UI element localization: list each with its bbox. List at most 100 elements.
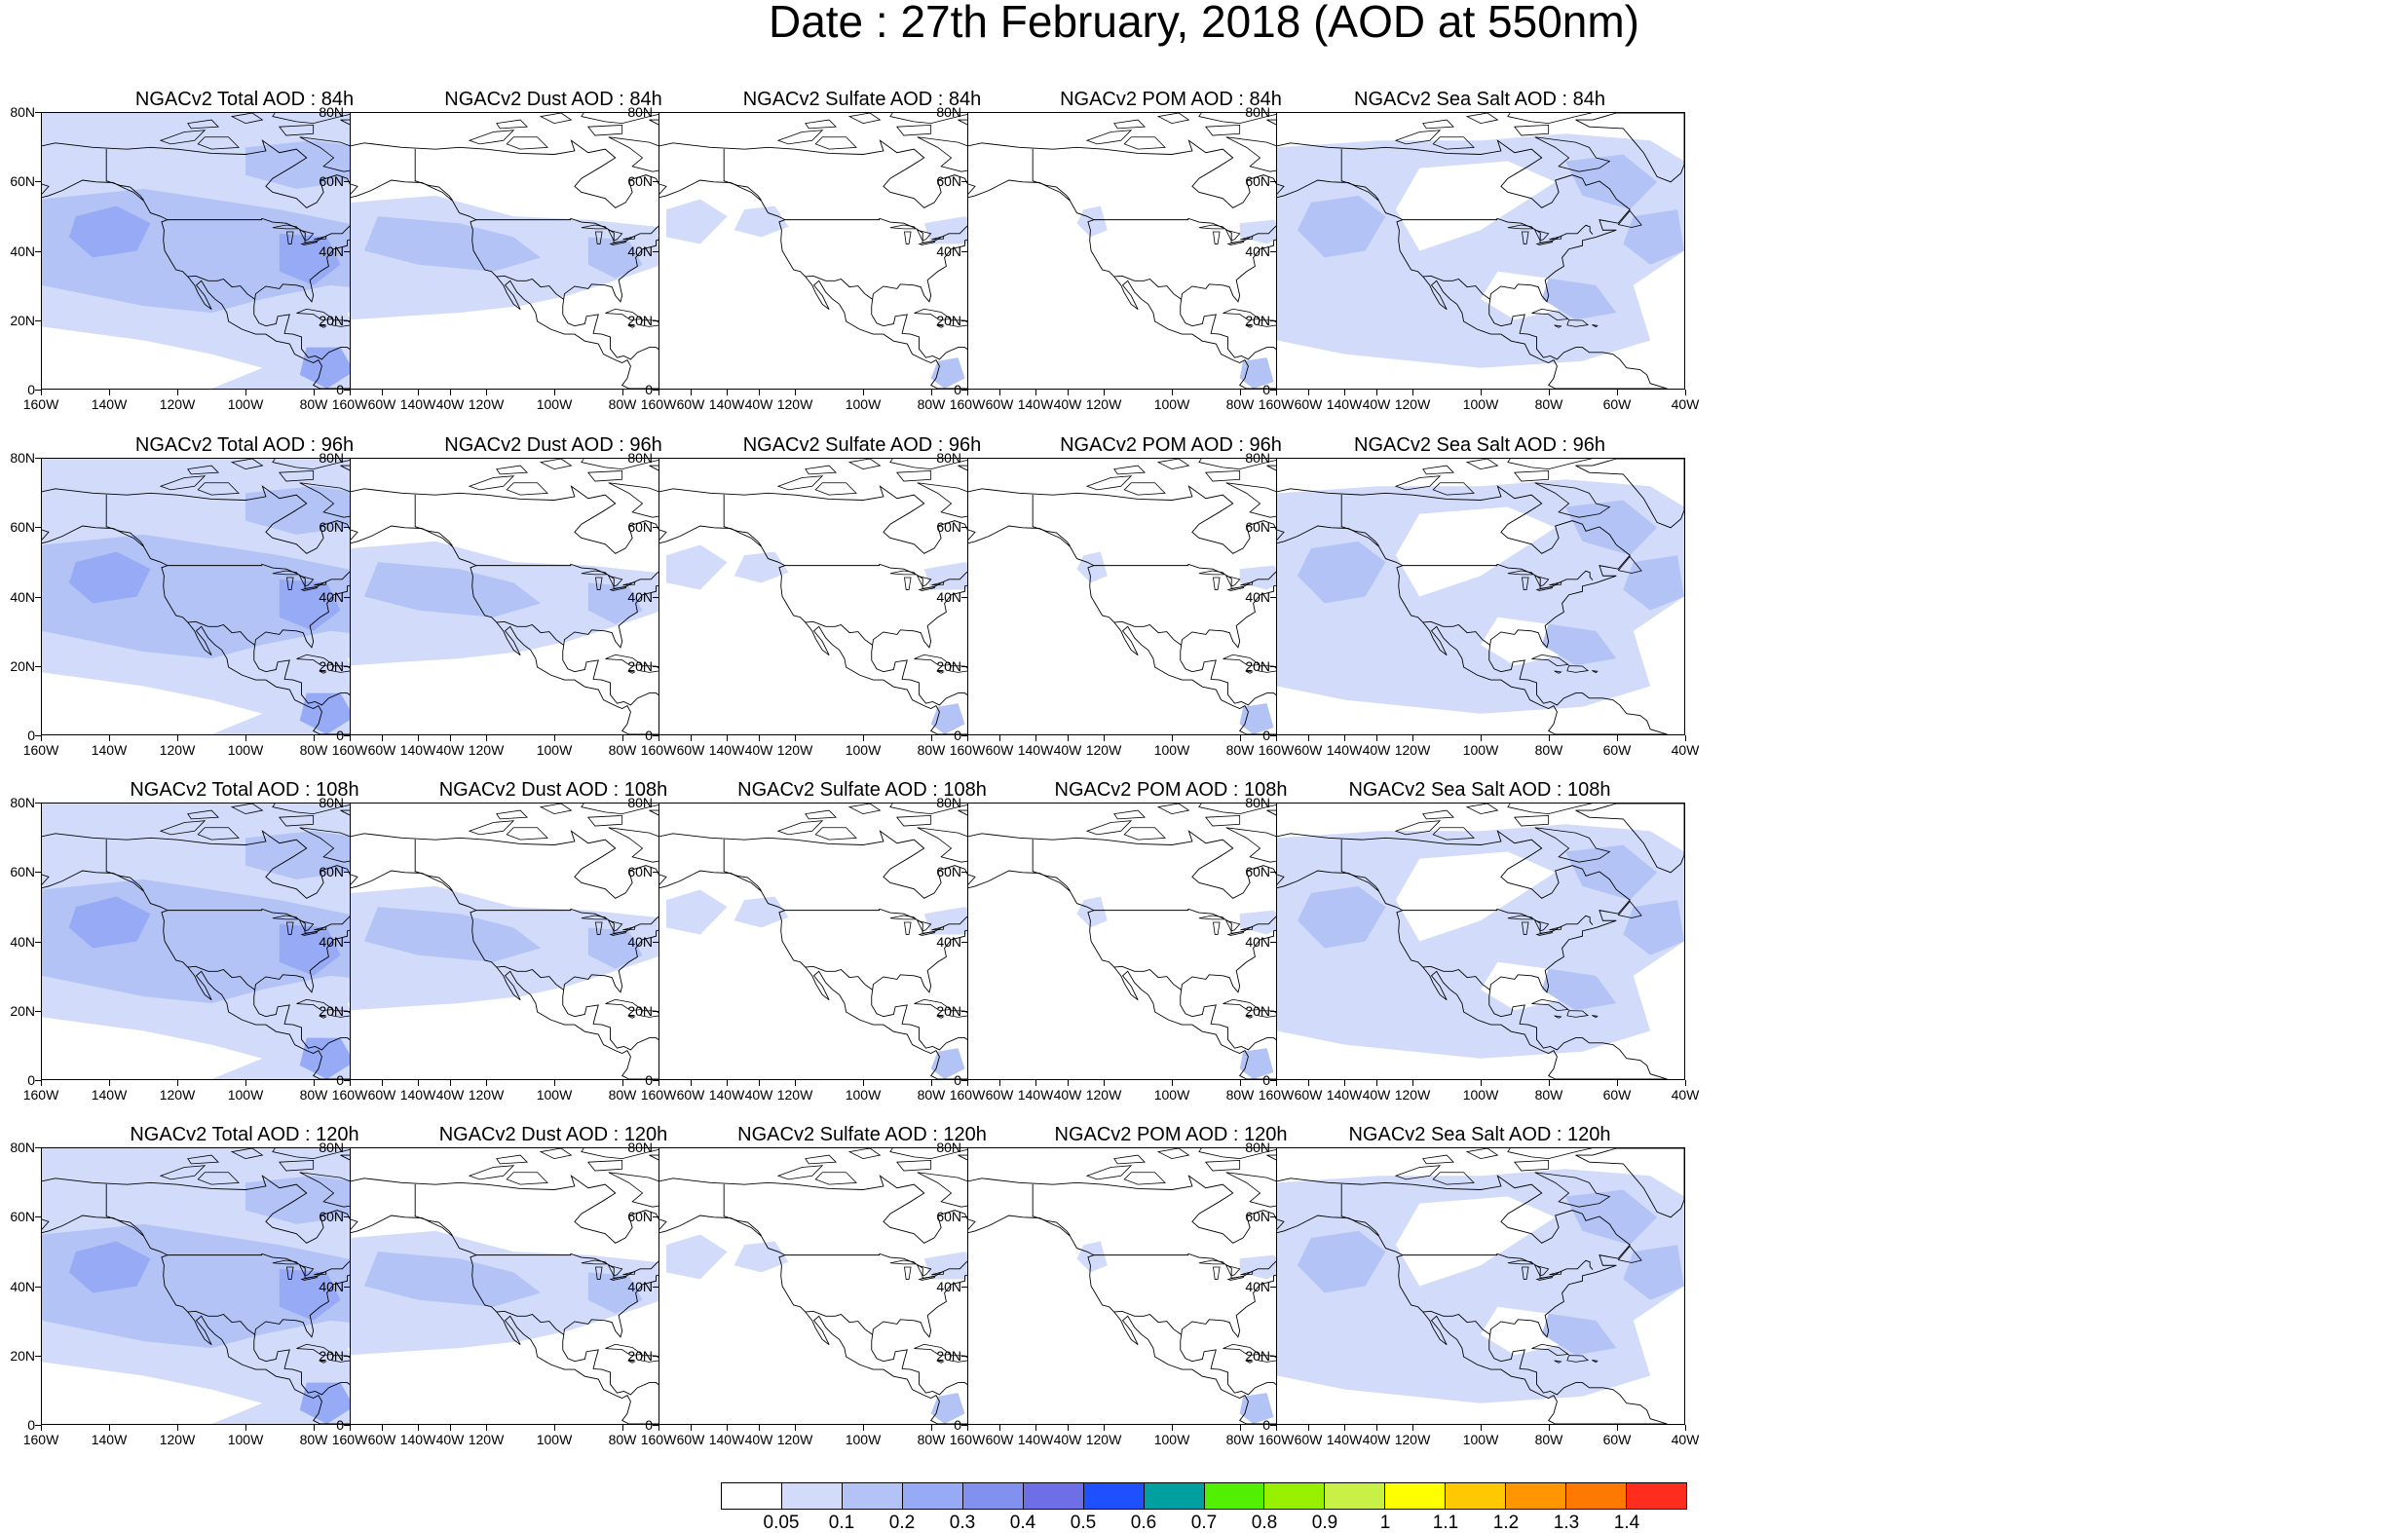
- coastline-island: [1465, 113, 1499, 125]
- longitude-tick-label: 40W: [1053, 1432, 1082, 1447]
- coastline-island: [847, 804, 882, 815]
- coastline-island: [539, 804, 573, 815]
- border-us-canada: [784, 1253, 881, 1256]
- latitude-tick: [344, 1286, 350, 1288]
- longitude-tick: [350, 1425, 351, 1431]
- longitude-tick: [314, 735, 315, 741]
- longitude-tick: [1685, 1080, 1686, 1086]
- coastline-island: [1507, 459, 1593, 470]
- longitude-tick-label: 160W: [949, 1432, 986, 1447]
- color-legend: 0.05 0.1 0.2 0.3 0.4 0.5 0.6 0.7 0.8 0.9 1 1.1 1.2 1.…: [721, 1482, 1687, 1533]
- coastline-island: [272, 804, 357, 815]
- coastline-island: [159, 130, 207, 145]
- latitude-tick: [653, 735, 658, 736]
- coastline-island: [468, 1165, 515, 1180]
- longitude-tick-label: 100W: [845, 396, 882, 412]
- longitude-tick: [109, 390, 110, 395]
- latitude-tick: [961, 735, 967, 736]
- longitude-tick: [1412, 1425, 1413, 1431]
- longitude-tick: [1412, 390, 1413, 395]
- latitude-tick-label: 20N: [10, 657, 35, 674]
- legend-level-label: 0.7: [1190, 1513, 1218, 1533]
- lake-outline: [286, 231, 294, 244]
- coastline-island: [847, 1148, 882, 1160]
- latitude-tick: [344, 1216, 350, 1218]
- aod-shade-0.1: [1297, 885, 1386, 949]
- longitude-tick-label: 100W: [1153, 742, 1190, 758]
- aod-shade-0.05: [42, 326, 263, 389]
- latitude-tick-label: 60N: [936, 1209, 961, 1225]
- latitude-tick: [961, 803, 967, 804]
- longitude-tick-label: 80W: [299, 396, 328, 412]
- panel-title: NGACv2 Dust AOD : 120h: [438, 1124, 668, 1145]
- longitude-tick-label: 40W: [435, 742, 465, 758]
- longitude-tick: [177, 390, 178, 395]
- longitude-tick-label: 60W: [985, 742, 1014, 758]
- lake-outline: [1533, 919, 1550, 932]
- lake-outline: [916, 919, 932, 932]
- latitude-tick: [344, 1080, 350, 1081]
- coastline-island: [605, 998, 643, 1012]
- longitude-tick-label: 140W: [399, 396, 436, 412]
- coastline-island: [506, 1172, 548, 1185]
- legend-swatch: [781, 1483, 843, 1509]
- coastline-island: [1085, 130, 1133, 145]
- aod-shade-0.05: [1395, 851, 1556, 942]
- longitude-tick: [1549, 390, 1550, 395]
- border-alaska-canada: [1032, 839, 1071, 891]
- longitude-tick: [1172, 1080, 1173, 1086]
- latitude-tick: [35, 596, 41, 598]
- longitude-tick: [795, 390, 796, 395]
- aod-shade-0.2: [299, 347, 355, 389]
- coastline-island: [1534, 1172, 1611, 1208]
- latitude-tick: [1270, 390, 1276, 391]
- aod-shade-0.1: [1541, 968, 1617, 1011]
- map-frame: [1276, 803, 1685, 1080]
- aod-map: [1277, 459, 1684, 734]
- coastline-island: [1432, 1172, 1475, 1185]
- longitude-tick-label: 120W: [159, 1087, 196, 1103]
- longitude-tick-label: 60W: [676, 742, 705, 758]
- latitude-tick: [961, 1080, 967, 1081]
- latitude-tick: [35, 735, 41, 736]
- latitude-tick: [961, 181, 967, 183]
- longitude-tick: [109, 1080, 110, 1086]
- coastline-island: [1514, 1159, 1550, 1172]
- coastline-north-america: [659, 485, 1050, 734]
- coastline-island: [1123, 827, 1166, 841]
- coastline-island: [587, 814, 623, 827]
- longitude-tick-label: 80W: [1534, 742, 1563, 758]
- aod-shade-0.1: [363, 216, 542, 272]
- longitude-tick-label: 140W: [1017, 742, 1054, 758]
- longitude-tick: [1308, 735, 1309, 741]
- longitude-tick-label: 80W: [1534, 1087, 1563, 1103]
- longitude-tick-label: 100W: [227, 1432, 264, 1447]
- longitude-tick: [177, 735, 178, 741]
- lake-outline: [1213, 1266, 1221, 1280]
- longitude-tick: [1035, 1080, 1036, 1086]
- figure-title: Date : 27th February, 2018 (AOD at 550nm…: [768, 0, 1640, 47]
- aod-shade-0.1: [1541, 623, 1617, 666]
- longitude-tick-label: 160W: [949, 1087, 986, 1103]
- coastline-island: [896, 814, 932, 827]
- coastline-island: [187, 809, 220, 820]
- aod-shade-0.05: [1239, 219, 1288, 244]
- coastline-island: [197, 827, 240, 841]
- latitude-tick-label: 0: [1262, 1417, 1270, 1433]
- latitude-tick: [961, 1425, 967, 1426]
- aod-shade-0.2: [299, 692, 355, 734]
- aod-shade-0.05: [665, 889, 728, 935]
- longitude-tick-label: 40W: [435, 1087, 465, 1103]
- longitude-tick-label: 60W: [1602, 1087, 1632, 1103]
- latitude-tick-label: 80N: [1245, 450, 1270, 466]
- latitude-tick-label: 0: [645, 1072, 653, 1088]
- border-alaska-canada: [1032, 1183, 1071, 1236]
- coastline-island: [936, 1360, 945, 1364]
- coastline-island: [187, 119, 220, 130]
- longitude-tick: [1068, 390, 1069, 395]
- border-us-canada: [784, 909, 881, 912]
- aod-shade-0.1: [1297, 541, 1386, 604]
- coastline-island: [230, 113, 264, 125]
- latitude-tick-label: 80N: [319, 104, 344, 120]
- coastline-island: [1422, 1154, 1455, 1165]
